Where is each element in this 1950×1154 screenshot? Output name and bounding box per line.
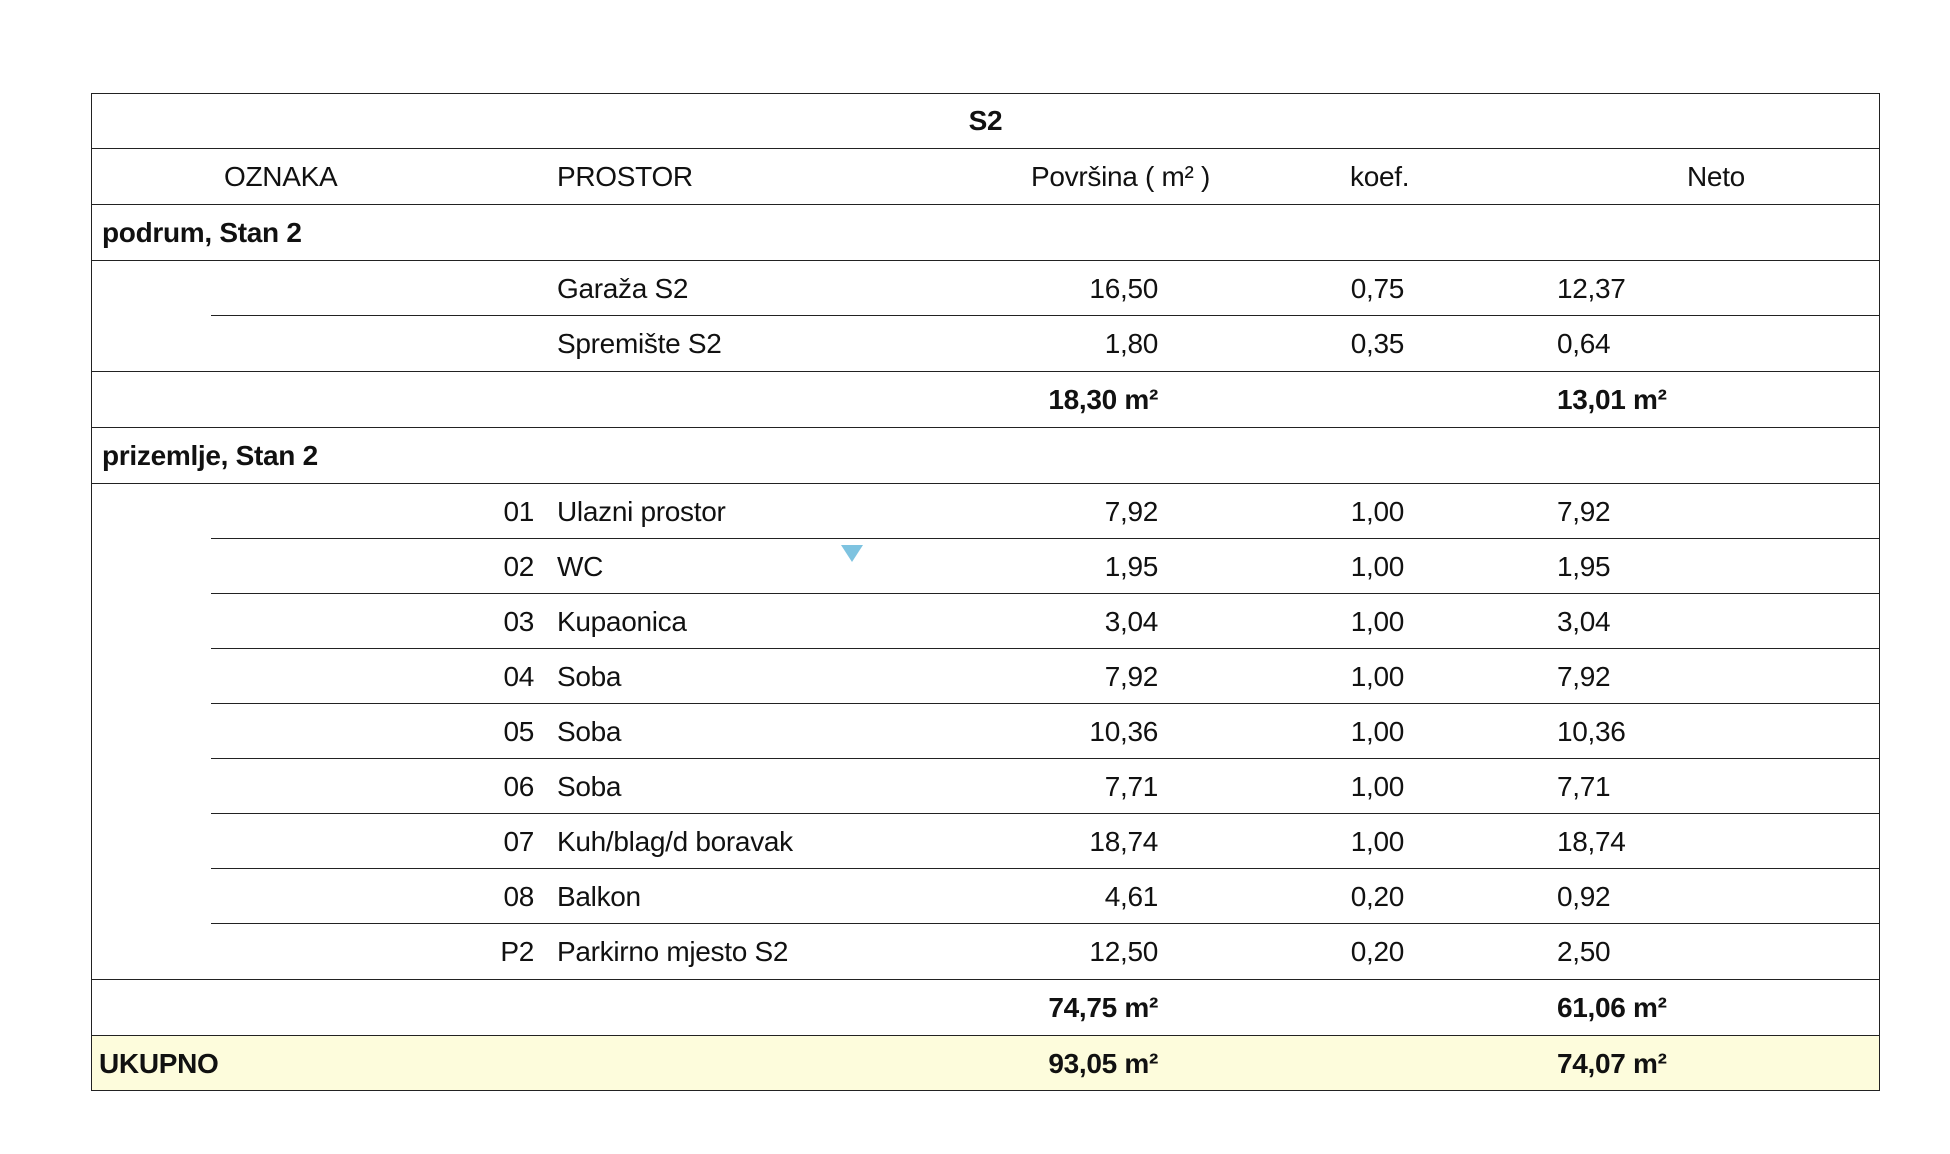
row-povrsina: 7,71 [1104, 771, 1159, 802]
row-prostor: Soba [557, 661, 622, 692]
row-prostor: Soba [557, 716, 622, 747]
groups-container: podrum, Stan 2 Garaža S2 16,50 0,75 12,37 Spr… [91, 204, 1880, 1035]
row-neto: 1,95 [1557, 551, 1611, 582]
table-row: 08 Balkon 4,61 0,20 0,92 [91, 868, 1880, 924]
row-oznaka: 02 [503, 551, 534, 582]
row-oznaka: 03 [503, 606, 534, 637]
row-koef: 0,75 [1350, 273, 1405, 304]
row-divider [211, 868, 1880, 869]
group-header-row: podrum, Stan 2 [91, 204, 1880, 260]
table-row: Garaža S2 16,50 0,75 12,37 [91, 260, 1880, 316]
total-povrsina: 93,05 m² [1048, 1048, 1158, 1079]
row-koef: 1,00 [1350, 771, 1405, 802]
header-neto: Neto [1687, 161, 1745, 192]
subtotal-povrsina: 18,30 m² [1048, 384, 1158, 415]
subtotal-povrsina: 74,75 m² [1048, 992, 1158, 1023]
row-prostor: WC [557, 551, 604, 582]
subtotal-row: 18,30 m² 13,01 m² [91, 371, 1880, 427]
subtotal-neto: 13,01 m² [1557, 384, 1667, 415]
table-row: P2 Parkirno mjesto S2 12,50 0,20 2,50 [91, 923, 1880, 979]
row-prostor: Kuh/blag/d boravak [557, 826, 793, 857]
row-neto: 12,37 [1557, 273, 1626, 304]
row-neto: 10,36 [1557, 716, 1626, 747]
row-prostor: Kupaonica [557, 606, 687, 637]
row-neto: 3,04 [1557, 606, 1611, 637]
total-label: UKUPNO [99, 1048, 219, 1079]
row-prostor: Parkirno mjesto S2 [557, 936, 789, 967]
row-povrsina: 10,36 [1089, 716, 1158, 747]
row-koef: 0,20 [1350, 881, 1405, 912]
row-oznaka: 04 [503, 661, 534, 692]
row-divider [211, 538, 1880, 539]
row-neto: 7,92 [1557, 661, 1611, 692]
row-povrsina: 18,74 [1089, 826, 1158, 857]
row-neto: 0,64 [1557, 328, 1611, 359]
row-oznaka: 08 [503, 881, 534, 912]
table-row: Spremište S2 1,80 0,35 0,64 [91, 315, 1880, 371]
row-povrsina: 7,92 [1104, 661, 1159, 692]
header-prostor: PROSTOR [557, 161, 693, 192]
row-divider [211, 648, 1880, 649]
area-table: S2 OZNAKA PROSTOR Površina ( m² ) koef. … [91, 93, 1880, 1091]
header-povrsina: Površina ( m² ) [1031, 161, 1211, 192]
row-oznaka: P2 [500, 936, 534, 967]
subtotal-neto: 61,06 m² [1557, 992, 1667, 1023]
row-neto: 2,50 [1557, 936, 1611, 967]
group-label: podrum, Stan 2 [102, 217, 302, 248]
total-neto: 74,07 m² [1557, 1048, 1667, 1079]
row-koef: 1,00 [1350, 496, 1405, 527]
row-prostor: Garaža S2 [557, 273, 689, 304]
row-koef: 1,00 [1350, 661, 1405, 692]
row-povrsina: 1,80 [1104, 328, 1159, 359]
row-prostor: Soba [557, 771, 622, 802]
row-koef: 0,20 [1350, 936, 1405, 967]
group-label: prizemlje, Stan 2 [102, 440, 318, 471]
row-neto: 18,74 [1557, 826, 1626, 857]
row-koef: 1,00 [1350, 716, 1405, 747]
row-neto: 7,92 [1557, 496, 1611, 527]
row-koef: 1,00 [1350, 826, 1405, 857]
row-koef: 1,00 [1350, 551, 1405, 582]
table-title-row: S2 [91, 93, 1880, 148]
row-divider [211, 758, 1880, 759]
row-povrsina: 16,50 [1089, 273, 1158, 304]
table-row: 04 Soba 7,92 1,00 7,92 [91, 648, 1880, 704]
row-divider [211, 703, 1880, 704]
table-row: 07 Kuh/blag/d boravak 18,74 1,00 18,74 [91, 813, 1880, 869]
row-povrsina: 12,50 [1089, 936, 1158, 967]
row-povrsina: 3,04 [1104, 606, 1159, 637]
table-row: 06 Soba 7,71 1,00 7,71 [91, 758, 1880, 814]
row-povrsina: 4,61 [1104, 881, 1159, 912]
table-title: S2 [968, 105, 1003, 136]
table-row: 02 WC 1,95 1,00 1,95 [91, 538, 1880, 594]
row-neto: 0,92 [1557, 881, 1611, 912]
table-row: 01 Ulazni prostor 7,92 1,00 7,92 [91, 483, 1880, 539]
row-prostor: Spremište S2 [557, 328, 722, 359]
subtotal-row: 74,75 m² 61,06 m² [91, 979, 1880, 1035]
row-oznaka: 07 [503, 826, 534, 857]
header-koef: koef. [1350, 161, 1410, 192]
row-povrsina: 1,95 [1104, 551, 1159, 582]
row-divider [211, 813, 1880, 814]
table-row: 03 Kupaonica 3,04 1,00 3,04 [91, 593, 1880, 649]
row-povrsina: 7,92 [1104, 496, 1159, 527]
row-oznaka: 05 [503, 716, 534, 747]
header-row: OZNAKA PROSTOR Površina ( m² ) koef. Net… [91, 148, 1880, 204]
row-neto: 7,71 [1557, 771, 1611, 802]
table-row: 05 Soba 10,36 1,00 10,36 [91, 703, 1880, 759]
total-row: UKUPNO 93,05 m² 74,07 m² [91, 1035, 1880, 1091]
row-oznaka: 01 [503, 496, 534, 527]
row-divider [211, 923, 1880, 924]
row-prostor: Ulazni prostor [557, 496, 726, 527]
row-oznaka: 06 [503, 771, 534, 802]
down-triangle-icon [841, 545, 863, 562]
group-header-row: prizemlje, Stan 2 [91, 427, 1880, 483]
row-prostor: Balkon [557, 881, 641, 912]
header-oznaka: OZNAKA [224, 161, 338, 192]
row-divider [211, 315, 1880, 316]
row-koef: 0,35 [1350, 328, 1405, 359]
row-divider [211, 593, 1880, 594]
row-koef: 1,00 [1350, 606, 1405, 637]
